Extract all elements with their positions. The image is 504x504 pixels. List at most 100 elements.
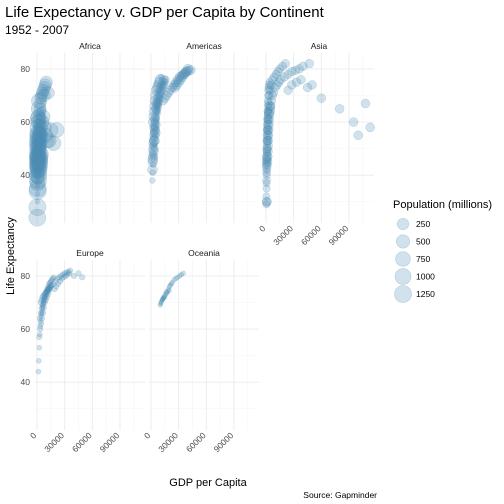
data-point: [53, 283, 60, 290]
data-point: [365, 122, 375, 133]
data-point: [262, 179, 271, 188]
data-point: [172, 74, 183, 85]
data-point: [185, 65, 196, 75]
data-point: [264, 103, 275, 114]
data-point: [45, 284, 53, 291]
data-point: [30, 147, 49, 166]
data-point: [169, 280, 175, 286]
data-point: [150, 153, 158, 160]
legend-title: Population (millions): [393, 199, 492, 211]
data-point: [50, 280, 57, 287]
y-tick-label: 40: [21, 170, 31, 180]
data-point: [51, 286, 58, 293]
data-point: [29, 155, 48, 174]
data-point: [36, 112, 46, 122]
data-point: [276, 75, 286, 85]
data-point: [149, 177, 156, 184]
data-point: [150, 117, 160, 127]
data-point: [37, 318, 44, 324]
data-point: [46, 286, 52, 293]
data-point: [266, 101, 276, 111]
data-point: [263, 107, 272, 116]
legend-key: [396, 217, 410, 231]
data-point: [37, 331, 43, 338]
data-point: [41, 299, 48, 306]
data-point: [177, 71, 188, 82]
data-point: [35, 125, 45, 135]
data-point: [262, 171, 271, 180]
data-point: [262, 143, 272, 154]
data-point: [44, 291, 51, 298]
data-point: [154, 91, 163, 100]
data-point: [34, 139, 43, 148]
data-point: [34, 177, 41, 184]
data-point: [262, 176, 271, 185]
data-point: [262, 136, 272, 145]
data-point: [265, 85, 275, 95]
data-point: [167, 282, 173, 288]
data-point: [262, 146, 273, 157]
data-point: [44, 289, 50, 295]
data-point: [38, 81, 51, 94]
data-point: [164, 290, 170, 296]
data-point: [30, 114, 47, 130]
data-point: [34, 191, 40, 197]
x-tick-label: 90000: [98, 430, 122, 454]
data-point: [34, 92, 47, 105]
data-point: [154, 105, 162, 113]
data-point: [283, 69, 293, 79]
data-point: [42, 296, 49, 303]
data-point: [160, 93, 170, 103]
data-point: [290, 65, 301, 75]
data-point: [150, 114, 160, 124]
data-point: [263, 115, 273, 124]
data-point: [262, 197, 272, 207]
data-point: [268, 88, 278, 98]
data-point: [33, 102, 46, 115]
data-point: [36, 106, 47, 117]
data-point: [38, 304, 45, 311]
data-point: [55, 280, 62, 287]
data-point: [171, 79, 182, 90]
data-point: [47, 279, 53, 286]
data-point: [291, 77, 302, 87]
legend-label: 1250: [416, 289, 435, 299]
data-point: [151, 131, 159, 139]
data-point: [60, 274, 67, 281]
data-point: [174, 72, 185, 82]
data-point: [150, 119, 161, 130]
data-point: [155, 97, 164, 105]
data-point: [360, 98, 371, 109]
facet-africa: Africa 40 60 80: [21, 41, 145, 227]
data-point: [54, 275, 61, 282]
data-point: [46, 135, 62, 151]
legend-key: [394, 285, 412, 303]
data-point: [32, 118, 45, 131]
data-point: [176, 70, 187, 81]
data-point: [38, 320, 45, 327]
data-point: [263, 114, 274, 125]
data-point: [65, 268, 72, 275]
data-point: [157, 80, 167, 90]
data-point: [180, 270, 186, 276]
data-point: [28, 179, 47, 198]
data-point: [298, 61, 308, 71]
data-point: [148, 143, 159, 154]
data-point: [157, 302, 163, 308]
data-point: [36, 315, 43, 322]
data-point: [41, 294, 48, 301]
data-point: [159, 80, 168, 89]
data-point: [261, 159, 272, 170]
data-point: [63, 269, 70, 276]
data-point: [271, 69, 281, 79]
data-point: [41, 133, 57, 149]
data-point: [148, 146, 159, 157]
data-point: [159, 75, 169, 85]
data-point: [166, 284, 172, 290]
data-point: [147, 154, 159, 165]
data-point: [45, 287, 51, 294]
data-point: [37, 148, 43, 154]
data-point: [42, 291, 49, 298]
chart-subtitle: 1952 - 2007: [5, 23, 69, 37]
data-point: [37, 299, 44, 306]
